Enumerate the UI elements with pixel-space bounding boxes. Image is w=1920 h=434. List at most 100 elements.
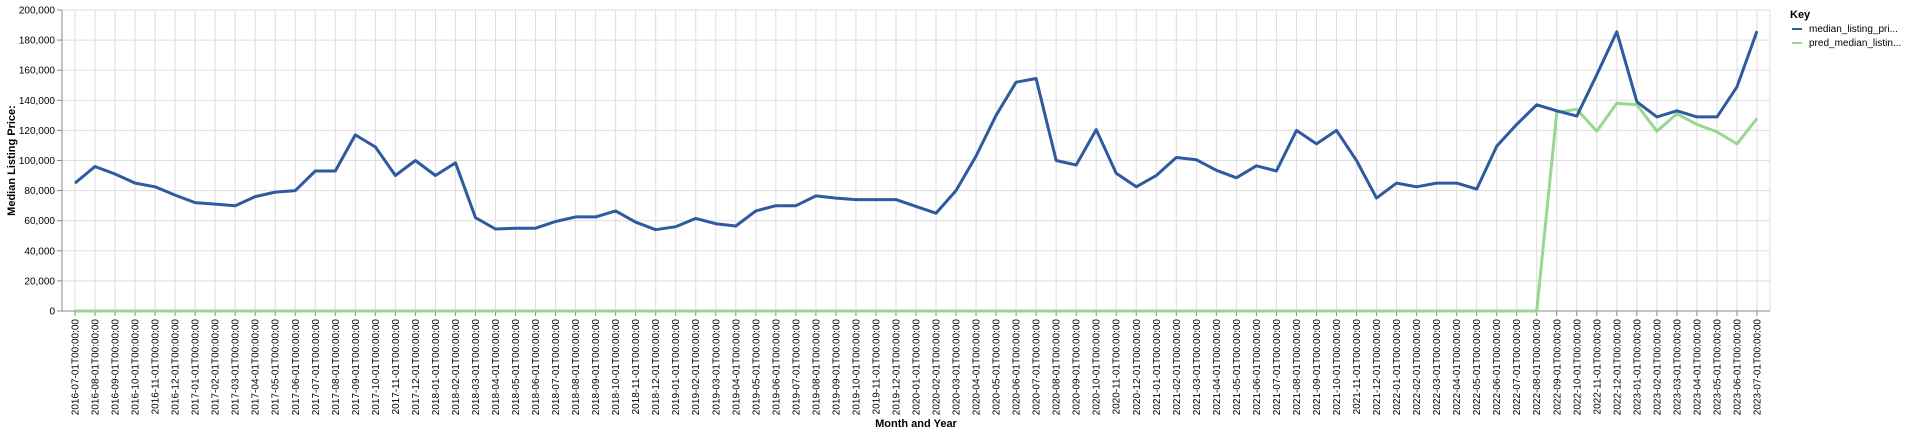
x-tick-label: 2016-07-01T00:00:00 — [71, 319, 82, 416]
x-tick-label: 2018-11-01T00:00:00 — [631, 319, 642, 415]
x-tick-label: 2017-02-01T00:00:00 — [211, 319, 222, 416]
x-tick-label: 2021-01-01T00:00:00 — [1152, 319, 1163, 416]
x-tick-label: 2022-01-01T00:00:00 — [1392, 319, 1403, 416]
x-tick-label: 2019-08-01T00:00:00 — [811, 319, 822, 416]
x-tick-label: 2021-06-01T00:00:00 — [1252, 319, 1263, 416]
x-tick-label: 2020-07-01T00:00:00 — [1032, 319, 1043, 416]
x-tick-label: 2021-03-01T00:00:00 — [1192, 319, 1203, 416]
legend-title: Key — [1790, 9, 1811, 21]
x-tick-label: 2019-04-01T00:00:00 — [731, 319, 742, 416]
x-tick-label: 2018-04-01T00:00:00 — [491, 319, 502, 416]
x-tick-label: 2021-09-01T00:00:00 — [1312, 319, 1323, 416]
x-tick-label: 2017-01-01T00:00:00 — [191, 319, 202, 416]
x-tick-label: 2022-11-01T00:00:00 — [1592, 319, 1603, 415]
x-tick-label: 2018-12-01T00:00:00 — [651, 319, 662, 416]
x-tick-label: 2020-01-01T00:00:00 — [912, 319, 923, 416]
x-tick-label: 2018-06-01T00:00:00 — [531, 319, 542, 416]
x-axis: 2016-07-01T00:00:00 2016-08-01T00:00:00 20… — [62, 310, 1770, 416]
y-tick-label: 140,000 — [19, 96, 56, 107]
x-tick-label: 2019-09-01T00:00:00 — [831, 319, 842, 416]
x-tick-label: 2022-02-01T00:00:00 — [1412, 319, 1423, 416]
x-tick-label: 2022-12-01T00:00:00 — [1612, 319, 1623, 416]
x-tick-label: 2020-04-01T00:00:00 — [972, 319, 983, 416]
x-tick-label: 2021-04-01T00:00:00 — [1212, 319, 1223, 416]
y-tick-label: 200,000 — [19, 6, 56, 17]
x-tick-label: 2023-02-01T00:00:00 — [1652, 319, 1663, 416]
x-tick-label: 2018-05-01T00:00:00 — [511, 319, 522, 416]
x-tick-label: 2017-09-01T00:00:00 — [351, 319, 362, 416]
x-tick-label: 2022-10-01T00:00:00 — [1572, 319, 1583, 416]
x-tick-label: 2021-05-01T00:00:00 — [1232, 319, 1243, 416]
x-tick-label: 2023-07-01T00:00:00 — [1753, 319, 1764, 416]
x-tick-label: 2017-05-01T00:00:00 — [271, 319, 282, 416]
y-tick-label: 20,000 — [24, 276, 55, 287]
x-tick-label: 2018-01-01T00:00:00 — [431, 319, 442, 416]
x-tick-label: 2020-08-01T00:00:00 — [1052, 319, 1063, 416]
x-tick-label: 2020-10-01T00:00:00 — [1092, 319, 1103, 416]
x-tick-label: 2021-02-01T00:00:00 — [1172, 319, 1183, 416]
x-tick-label: 2021-10-01T00:00:00 — [1332, 319, 1343, 416]
x-tick-label: 2016-12-01T00:00:00 — [171, 319, 182, 416]
x-tick-label: 2018-03-01T00:00:00 — [471, 319, 482, 416]
y-tick-label: 160,000 — [19, 66, 56, 77]
y-axis-title: Median Listing Price: — [6, 105, 18, 216]
y-tick-label: 80,000 — [24, 186, 55, 197]
series-line-1 — [74, 30, 1759, 232]
x-tick-label: 2017-10-01T00:00:00 — [371, 319, 382, 416]
x-tick-label: 2017-06-01T00:00:00 — [291, 319, 302, 416]
legend-label: pred_median_listin... — [1809, 38, 1901, 49]
x-tick-label: 2020-12-01T00:00:00 — [1132, 319, 1143, 416]
x-tick-label: 2019-03-01T00:00:00 — [711, 319, 722, 416]
x-tick-label: 2017-12-01T00:00:00 — [411, 319, 422, 416]
y-axis: 0 20,000 40,000 60,000 80,000 100,000 120,000 1… — [19, 6, 63, 318]
x-tick-label: 2023-06-01T00:00:00 — [1732, 319, 1743, 416]
y-tick-label: 180,000 — [19, 36, 56, 47]
x-tick-label: 2023-01-01T00:00:00 — [1632, 319, 1643, 416]
x-tick-label: 2023-03-01T00:00:00 — [1672, 319, 1683, 416]
x-tick-label: 2018-10-01T00:00:00 — [611, 319, 622, 416]
y-tick-label: 40,000 — [24, 246, 55, 257]
x-tick-label: 2019-07-01T00:00:00 — [791, 319, 802, 416]
x-tick-label: 2017-11-01T00:00:00 — [391, 319, 402, 415]
y-tick-label: 60,000 — [24, 216, 55, 227]
y-tick-label: 0 — [49, 307, 55, 318]
x-tick-label: 2019-11-01T00:00:00 — [871, 319, 882, 415]
x-tick-label: 2022-06-01T00:00:00 — [1492, 319, 1503, 416]
x-tick-label: 2017-03-01T00:00:00 — [231, 319, 242, 416]
x-axis-title: Month and Year — [875, 418, 957, 430]
x-tick-label: 2018-07-01T00:00:00 — [551, 319, 562, 416]
x-tick-label: 2020-05-01T00:00:00 — [992, 319, 1003, 416]
y-tick-label: 100,000 — [19, 156, 56, 167]
y-tick-label: 120,000 — [19, 126, 56, 137]
x-tick-label: 2022-07-01T00:00:00 — [1512, 319, 1523, 416]
x-tick-label: 2020-11-01T00:00:00 — [1112, 319, 1123, 415]
x-tick-label: 2020-02-01T00:00:00 — [932, 319, 943, 416]
x-tick-label: 2022-04-01T00:00:00 — [1452, 319, 1463, 416]
x-tick-label: 2022-05-01T00:00:00 — [1472, 319, 1483, 416]
x-tick-label: 2019-01-01T00:00:00 — [671, 319, 682, 416]
x-tick-label: 2016-10-01T00:00:00 — [131, 319, 142, 416]
x-tick-label: 2017-04-01T00:00:00 — [251, 319, 262, 416]
x-tick-label: 2022-08-01T00:00:00 — [1532, 319, 1543, 416]
x-tick-label: 2016-11-01T00:00:00 — [151, 319, 162, 415]
x-tick-label: 2021-12-01T00:00:00 — [1372, 319, 1383, 416]
x-tick-label: 2021-07-01T00:00:00 — [1272, 319, 1283, 416]
x-tick-label: 2023-05-01T00:00:00 — [1712, 319, 1723, 416]
x-tick-label: 2018-08-01T00:00:00 — [571, 319, 582, 416]
x-tick-label: 2018-09-01T00:00:00 — [591, 319, 602, 416]
x-tick-label: 2016-08-01T00:00:00 — [91, 319, 102, 416]
legend: Key median_listing_pri... pred_median_lis… — [1790, 9, 1901, 49]
x-tick-label: 2021-11-01T00:00:00 — [1352, 319, 1363, 415]
x-tick-label: 2020-09-01T00:00:00 — [1072, 319, 1083, 416]
x-tick-label: 2019-02-01T00:00:00 — [691, 319, 702, 416]
x-tick-label: 2019-12-01T00:00:00 — [891, 319, 902, 416]
series-lines — [74, 30, 1759, 313]
x-tick-label: 2020-03-01T00:00:00 — [952, 319, 963, 416]
x-tick-label: 2019-10-01T00:00:00 — [851, 319, 862, 416]
legend-label: median_listing_pri... — [1809, 24, 1898, 35]
x-tick-label: 2019-05-01T00:00:00 — [751, 319, 762, 416]
x-tick-label: 2018-02-01T00:00:00 — [451, 319, 462, 416]
x-tick-label: 2023-04-01T00:00:00 — [1692, 319, 1703, 416]
